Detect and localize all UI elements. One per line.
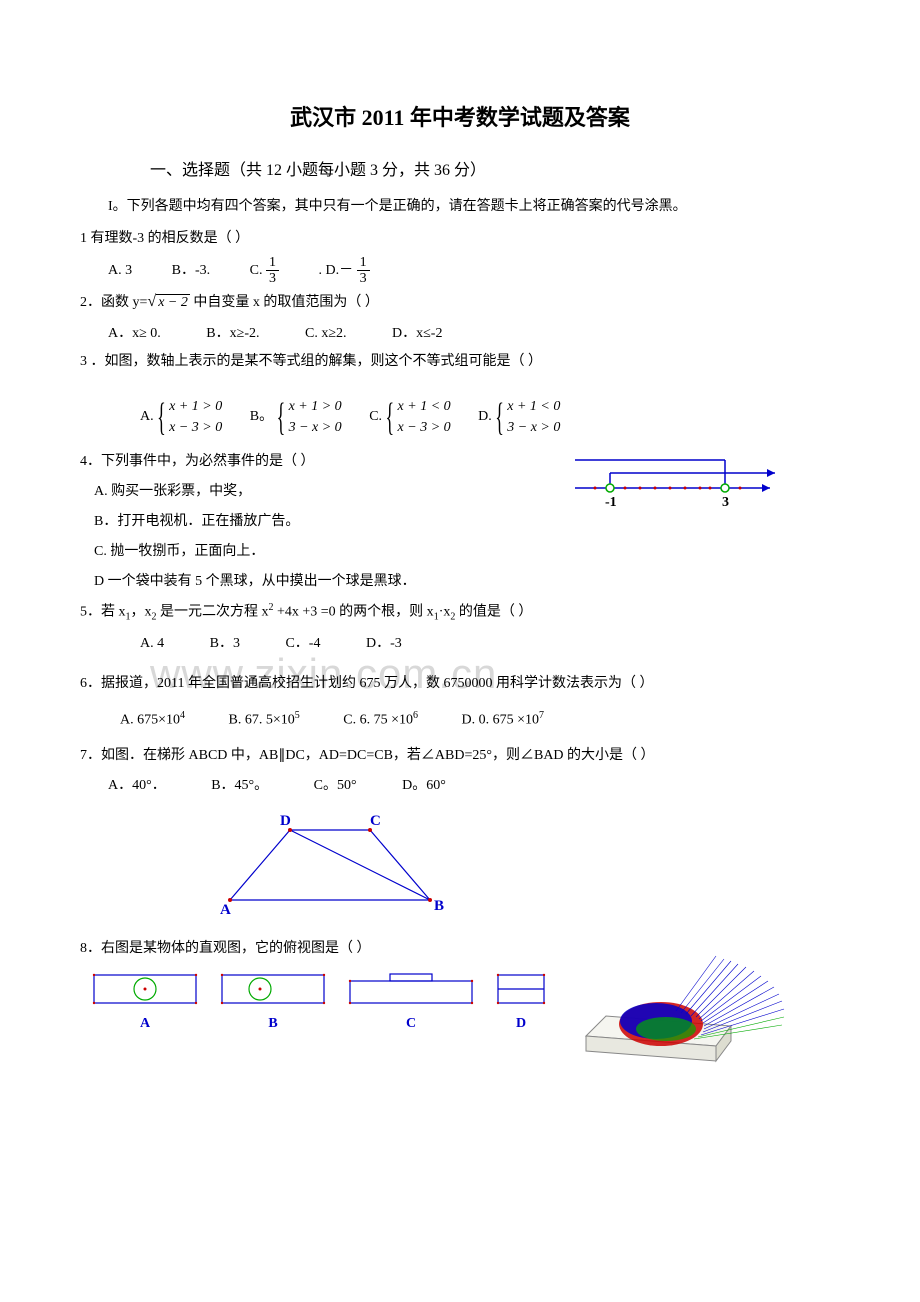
sys-line: x + 1 < 0 bbox=[398, 396, 451, 417]
q1-optD: . D.－ 13 bbox=[318, 255, 369, 287]
q5-p4: +4x +3 =0 的两个根，则 x bbox=[274, 605, 434, 620]
q7-optC: C。50° bbox=[314, 772, 357, 800]
q5-p5: ·x bbox=[439, 605, 451, 620]
q3-optC: C. x + 1 < 0x − 3 > 0 bbox=[369, 396, 450, 438]
sqrt-icon: x − 2 bbox=[147, 286, 189, 318]
q7-optB: B．45°。 bbox=[211, 772, 268, 800]
q5-optB: B．3 bbox=[210, 630, 240, 658]
sys-line: x − 3 > 0 bbox=[169, 417, 222, 438]
q2-suffix: 中自变量 x 的取值范围为（ ） bbox=[190, 295, 379, 310]
q8-optD: D bbox=[494, 971, 548, 1032]
frac-den: 3 bbox=[266, 271, 279, 286]
q3-optD: D. x + 1 < 03 − x > 0 bbox=[478, 396, 560, 438]
q1-options: A. 3 B．-3. C. 13 . D.－ 13 bbox=[108, 255, 840, 287]
q2-stem: 2．函数 y= x − 2 中自变量 x 的取值范围为（ ） bbox=[80, 286, 840, 318]
q5-p6: 的值是（ ） bbox=[455, 605, 532, 620]
q1-stem: 1 有理数-3 的相反数是（ ） bbox=[80, 225, 840, 253]
q6-optA: A. 675×104 bbox=[120, 706, 185, 735]
q6-optD: D. 0. 675 ×107 bbox=[461, 706, 544, 735]
sup: 5 bbox=[295, 710, 300, 721]
q5-stem: 5．若 x1，x2 是一元二次方程 x2 +4x +3 =0 的两个根，则 x1… bbox=[80, 598, 840, 627]
q2-optC: C. x≥2. bbox=[305, 320, 347, 348]
q1-optD-prefix: . D.－ bbox=[318, 263, 353, 278]
q1-optC-prefix: C. bbox=[250, 263, 263, 278]
sys-line: 3 − x > 0 bbox=[289, 417, 342, 438]
q1-optC: C. 13 bbox=[250, 255, 279, 287]
svg-text:D: D bbox=[280, 813, 291, 829]
trapezoid-figure: A B C D bbox=[200, 810, 840, 925]
q5-optC: C．-4 bbox=[285, 630, 320, 658]
opt-text: D. 0. 675 ×10 bbox=[461, 712, 539, 727]
q8-3d-figure bbox=[566, 951, 796, 1061]
frac-num: 1 bbox=[357, 255, 370, 271]
q8-options: A B C bbox=[90, 971, 840, 1061]
q7-optA: A．40°． bbox=[108, 772, 166, 800]
q3-d-prefix: D. bbox=[478, 410, 495, 425]
sys-line: 3 − x > 0 bbox=[507, 417, 560, 438]
q5-options: A. 4 B．3 C．-4 D．-3 bbox=[140, 630, 840, 658]
q8-optB: B bbox=[218, 971, 328, 1032]
opt-text: A. 675×10 bbox=[120, 712, 180, 727]
q8-optC: C bbox=[346, 971, 476, 1032]
q6-optC: C. 6. 75 ×106 bbox=[343, 706, 418, 735]
sup: 6 bbox=[413, 710, 418, 721]
q3-b-prefix: B。 bbox=[250, 410, 273, 425]
q1-optA: A. 3 bbox=[108, 257, 132, 285]
q3-c-prefix: C. bbox=[369, 410, 385, 425]
sup: 7 bbox=[539, 710, 544, 721]
opt-text: B. 67. 5×10 bbox=[229, 712, 295, 727]
q3-optA: A. x + 1 > 0x − 3 > 0 bbox=[140, 396, 222, 438]
q3-optB: B。 x + 1 > 03 − x > 0 bbox=[250, 396, 342, 438]
q4-optD: D 一个袋中装有 5 个黑球，从中摸出一个球是黑球． bbox=[94, 568, 840, 596]
q3-options: A. x + 1 > 0x − 3 > 0 B。 x + 1 > 03 − x … bbox=[140, 396, 840, 438]
q5-p3: 是一元二次方程 x bbox=[157, 605, 269, 620]
sys-line: x + 1 < 0 bbox=[507, 396, 560, 417]
q2-optB: B．x≥-2. bbox=[206, 320, 259, 348]
q8-labelC: C bbox=[346, 1016, 476, 1032]
sys-line: x + 1 > 0 bbox=[169, 396, 222, 417]
q5-p2: ，x bbox=[131, 605, 152, 620]
sqrt-content: x − 2 bbox=[156, 294, 190, 310]
q2-optA: A．x≥ 0. bbox=[108, 320, 161, 348]
q7-optD: D。60° bbox=[402, 772, 446, 800]
q2-optD: D．x≤-2 bbox=[392, 320, 442, 348]
sys-line: x − 3 > 0 bbox=[398, 417, 451, 438]
page-title: 武汉市 2011 年中考数学试题及答案 bbox=[80, 100, 840, 132]
q3-a-prefix: A. bbox=[140, 410, 157, 425]
q8-labelD: D bbox=[494, 1016, 548, 1032]
sup: 4 bbox=[180, 710, 185, 721]
q5-optD: D．-3 bbox=[366, 630, 402, 658]
svg-text:B: B bbox=[434, 898, 444, 914]
sys-line: x + 1 > 0 bbox=[289, 396, 342, 417]
q5-p1: 5．若 x bbox=[80, 605, 126, 620]
svg-text:A: A bbox=[220, 902, 231, 918]
opt-text: C. 6. 75 ×10 bbox=[343, 712, 413, 727]
q6-optB: B. 67. 5×105 bbox=[229, 706, 300, 735]
frac-num: 1 bbox=[266, 255, 279, 271]
q5-optA: A. 4 bbox=[140, 630, 164, 658]
q8-labelA: A bbox=[90, 1016, 200, 1032]
frac-den: 3 bbox=[357, 271, 370, 286]
q3-stem: 3 ．如图，数轴上表示的是某不等式组的解集，则这个不等式组可能是（ ） bbox=[80, 348, 840, 376]
q4-optC: C. 抛一牧捌币，正面向上． bbox=[94, 538, 840, 566]
q8-labelB: B bbox=[218, 1016, 328, 1032]
q6-options: A. 675×104 B. 67. 5×105 C. 6. 75 ×106 D.… bbox=[120, 706, 840, 735]
instruction-text: I。下列各题中均有四个答案，其中只有一个是正确的，请在答题卡上将正确答案的代号涂… bbox=[80, 194, 840, 221]
section-title: 一、选择题（共 12 小题每小题 3 分，共 36 分） bbox=[150, 156, 840, 180]
svg-text:C: C bbox=[370, 813, 381, 829]
numline-3: 3 bbox=[722, 495, 729, 510]
number-line-figure: -1 3 bbox=[570, 448, 790, 521]
q7-stem: 7．如图．在梯形 ABCD 中，AB∥DC，AD=DC=CB，若∠ABD=25°… bbox=[80, 742, 840, 770]
q2-prefix: 2．函数 y= bbox=[80, 295, 147, 310]
numline-neg1: -1 bbox=[605, 495, 617, 510]
q8-optA: A bbox=[90, 971, 200, 1032]
q1-optB: B．-3. bbox=[172, 257, 211, 285]
q2-options: A．x≥ 0. B．x≥-2. C. x≥2. D．x≤-2 bbox=[108, 320, 840, 348]
q7-options: A．40°． B．45°。 C。50° D。60° bbox=[108, 772, 840, 800]
q6-stem: 6．据报道，2011 年全国普通高校招生计划约 675 万人，数 6750000… bbox=[80, 670, 840, 698]
